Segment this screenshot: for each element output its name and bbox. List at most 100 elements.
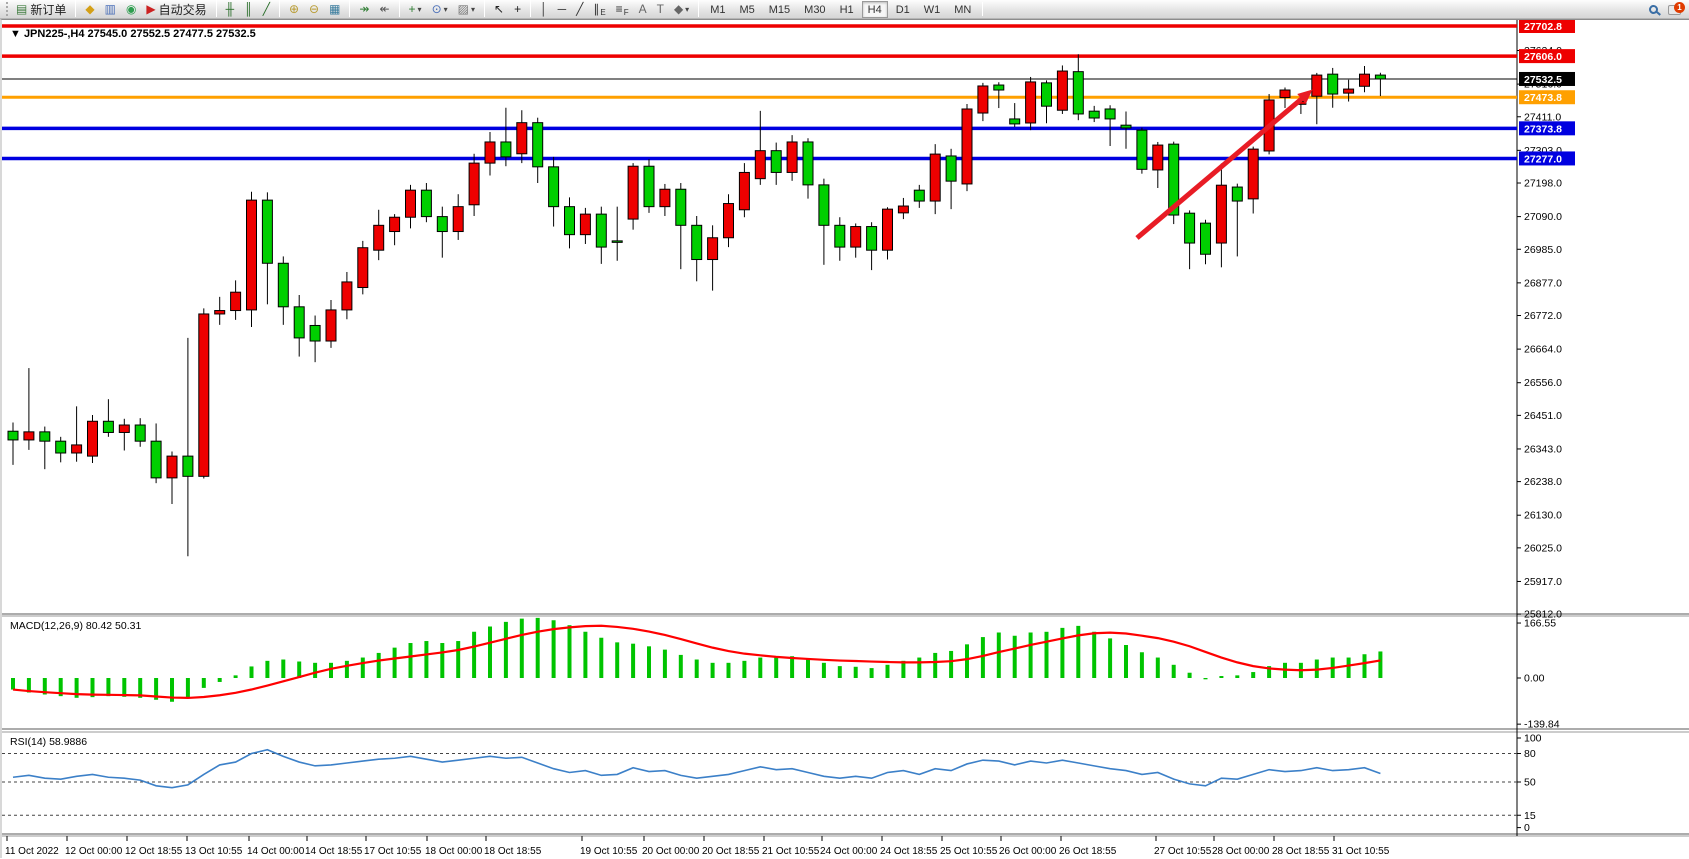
candlestick-chart-button[interactable]: ║ (240, 1, 257, 18)
cursor-button[interactable]: ↖ (490, 1, 508, 18)
candle-body (277, 262, 289, 308)
candle-body (118, 424, 130, 433)
dropdown-caret-icon: ▾ (417, 4, 422, 14)
search-icon[interactable] (1649, 5, 1658, 14)
price-tick-label: 26130.0 (1524, 510, 1562, 522)
time-axis-label: 11 Oct 2022 (5, 846, 59, 857)
candle-body (754, 150, 766, 180)
bar-chart-button[interactable]: ╫ (222, 1, 239, 18)
trendline-button[interactable]: ╱ (572, 1, 587, 18)
arrows-button[interactable]: ◆ ▾ (670, 1, 693, 18)
chat-icon[interactable]: 1 (1668, 1, 1685, 15)
timeframe-h4[interactable]: H4 (861, 1, 888, 19)
price-tick-label: 27411.0 (1524, 111, 1561, 123)
crosshair-icon: + (514, 2, 522, 16)
charts-icon-button[interactable]: ▥ (101, 1, 120, 18)
zoom-in-button[interactable]: ⊕ (285, 1, 303, 18)
crosshair-button[interactable]: + (510, 1, 525, 18)
candle-body (325, 309, 337, 342)
price-tick-label: 25917.0 (1524, 576, 1562, 588)
candle-body (87, 420, 98, 457)
candle-body (1184, 212, 1196, 244)
timeframe-m15[interactable]: M15 (768, 3, 791, 16)
candle-body (1009, 118, 1021, 125)
candle-body (1088, 110, 1100, 119)
candle-body (659, 188, 671, 208)
chart-canvas[interactable]: 27624.027516.027411.027303.027198.027090… (2, 20, 1689, 859)
toolbar-separator (698, 0, 700, 17)
rsi-tick-label: 15 (1524, 810, 1536, 822)
candle-body (309, 324, 321, 342)
chart-shift-icon: ↞ (379, 2, 390, 16)
label-icon: T (656, 2, 664, 16)
candle-body (961, 108, 973, 185)
time-axis-label: 19 Oct 10:55 (580, 846, 638, 857)
indicators-button[interactable]: + ▾ (405, 1, 426, 18)
candle-body (166, 455, 178, 479)
new-order-button[interactable]: ▤ 新订单 (12, 1, 70, 18)
periods-button[interactable]: ⊙ ▾ (428, 1, 452, 18)
new-order-icon: ▤ (16, 2, 28, 16)
candle-body (595, 213, 607, 248)
price-tick-label: 26451.0 (1524, 410, 1562, 422)
horizontal-line-button[interactable]: ─ (554, 1, 571, 18)
price-tick-label: 26664.0 (1524, 344, 1562, 356)
price-badge (1519, 151, 1575, 166)
timeframe-m30[interactable]: M30 (804, 3, 826, 16)
candle-body (246, 199, 257, 311)
periods-icon: ⊙ (431, 2, 442, 16)
templates-button[interactable]: ▨ ▾ (454, 1, 479, 18)
price-badge-label: 27473.8 (1524, 92, 1562, 104)
zoom-in-icon: ⊕ (288, 2, 299, 16)
price-badge (1519, 71, 1575, 86)
trend-arrow-annotation[interactable] (1135, 94, 1307, 240)
line-chart-button[interactable]: ╱ (259, 1, 274, 18)
toolbar-separator (349, 0, 351, 17)
timeframe-m5[interactable]: M5 (739, 3, 755, 16)
time-axis-label: 20 Oct 18:55 (702, 846, 760, 857)
text-button[interactable]: A (635, 1, 651, 18)
fibonacci-button[interactable]: ≡ F (612, 1, 633, 18)
macd-tick-label: -139.84 (1524, 719, 1560, 731)
vertical-line-button[interactable]: │ (536, 1, 552, 18)
candle-body (1279, 89, 1291, 98)
price-tick-label: 26343.0 (1524, 443, 1562, 455)
macd-label: MACD(12,26,9) 80.42 50.31 (10, 620, 141, 632)
chart-shift-button[interactable]: ↞ (375, 1, 393, 18)
label-button[interactable]: T (653, 1, 668, 18)
timeframe-toolbar: M1 M5 M15 M30 H1 H4 D1 W1 MN (703, 0, 978, 19)
candle-body (611, 240, 623, 243)
timeframe-mn[interactable]: MN (954, 3, 972, 16)
channel-button[interactable]: ∥ E (589, 1, 609, 18)
candle-body (1247, 148, 1259, 200)
chart-window[interactable]: 27624.027516.027411.027303.027198.027090… (0, 19, 1689, 858)
time-axis-label: 24 Oct 18:55 (880, 846, 938, 857)
auto-trading-button-label: 自动交易 (158, 2, 207, 17)
tile-windows-button[interactable]: ▦ (325, 1, 344, 18)
timeframe-w1[interactable]: W1 (923, 3, 941, 16)
time-axis-label: 14 Oct 18:55 (305, 846, 363, 857)
charts-icon-icon: ▥ (104, 2, 116, 16)
candle-body (913, 189, 925, 202)
auto-scroll-button[interactable]: ↠ (355, 1, 373, 18)
candle-body (150, 440, 162, 479)
indicators-icon: + (408, 2, 416, 16)
channel-icon: ∥ (593, 2, 600, 16)
candle-body (341, 281, 353, 311)
timeframe-d1[interactable]: D1 (895, 3, 910, 16)
toolbar-separator (982, 2, 984, 16)
timeframe-m1[interactable]: M1 (710, 3, 726, 16)
quotes-icon-button[interactable]: ◆ (81, 1, 98, 18)
candle-body (23, 431, 35, 441)
signals-icon-button[interactable]: ◉ (122, 1, 140, 18)
candle-body (675, 188, 687, 226)
templates-icon: ▨ (457, 2, 469, 16)
auto-trading-button[interactable]: ▶ 自动交易 (142, 1, 210, 18)
zoom-out-button[interactable]: ⊖ (305, 1, 323, 18)
time-axis-label: 27 Oct 10:55 (1154, 846, 1212, 857)
candle-body (1072, 71, 1084, 115)
price-tick-label: 26877.0 (1524, 277, 1562, 289)
timeframe-h1[interactable]: H1 (839, 3, 854, 16)
candle-body (436, 216, 448, 233)
line-chart-icon: ╱ (262, 2, 270, 16)
